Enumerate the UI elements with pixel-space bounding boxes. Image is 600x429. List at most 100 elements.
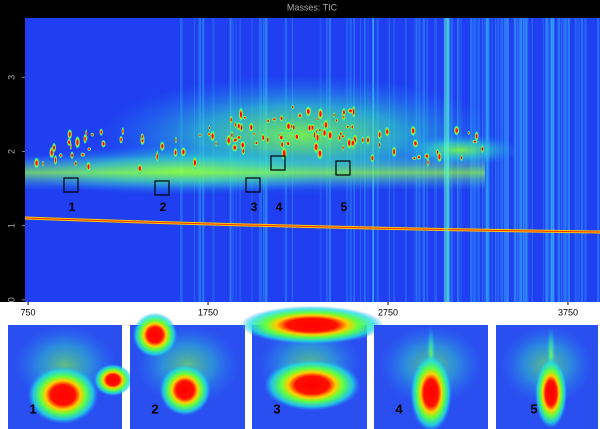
- peak: [236, 120, 242, 132]
- peak: [119, 135, 124, 144]
- peak: [99, 128, 104, 137]
- peak: [361, 135, 365, 145]
- peak: [214, 140, 218, 148]
- streak: [564, 18, 568, 302]
- annotation-box: [270, 155, 286, 171]
- streak: [581, 18, 582, 302]
- streak: [525, 18, 529, 302]
- inset-peak: [132, 312, 178, 358]
- peak: [370, 153, 375, 164]
- x-tick-label: 2750: [378, 307, 398, 317]
- peak: [248, 121, 254, 134]
- peak: [411, 156, 417, 161]
- annotation-box: [154, 180, 170, 196]
- inset: 5: [496, 325, 598, 429]
- peak: [278, 133, 285, 142]
- streak: [581, 18, 583, 302]
- peak: [235, 134, 243, 141]
- peak: [453, 125, 460, 136]
- peak: [307, 122, 313, 134]
- y-tick-label: 1: [6, 223, 16, 228]
- streak: [552, 18, 555, 302]
- x-tick-label: 750: [21, 307, 36, 317]
- peak: [378, 140, 381, 150]
- chart-title: Masses: TIC: [287, 2, 338, 12]
- streak: [517, 18, 519, 302]
- inset-peak: [159, 364, 211, 416]
- peak: [480, 144, 484, 154]
- annotation-label: 1: [69, 200, 76, 214]
- peak: [210, 129, 216, 143]
- streak: [567, 18, 570, 302]
- peak: [80, 152, 86, 158]
- inset: 4: [374, 325, 488, 429]
- annotation-label: 5: [341, 200, 348, 214]
- peak: [350, 123, 355, 131]
- peak: [345, 124, 351, 130]
- annotation-label: 3: [251, 200, 258, 214]
- inset-label: 3: [273, 401, 280, 416]
- peak: [159, 140, 165, 152]
- peak: [241, 146, 246, 156]
- peak: [86, 161, 91, 173]
- peak: [377, 128, 382, 141]
- streak: [545, 18, 548, 302]
- peak: [90, 132, 95, 137]
- streak: [517, 18, 519, 302]
- inset-label: 2: [151, 401, 158, 416]
- title-bar: [0, 0, 600, 18]
- peak: [294, 131, 300, 142]
- streak: [523, 18, 525, 302]
- peak: [225, 133, 232, 147]
- peak: [260, 132, 266, 143]
- peak: [423, 152, 430, 160]
- peak: [341, 107, 347, 118]
- peak: [321, 126, 328, 140]
- peak: [238, 106, 244, 122]
- peak: [140, 132, 144, 141]
- peak: [230, 130, 234, 141]
- peak: [67, 128, 73, 140]
- peak: [474, 130, 479, 142]
- peak: [192, 156, 198, 170]
- streak: [519, 18, 523, 302]
- peak: [365, 134, 371, 146]
- peak: [33, 157, 40, 169]
- inset-peak: [535, 357, 567, 429]
- inset-peak: [240, 305, 384, 345]
- peak: [312, 139, 320, 155]
- streak: [574, 18, 577, 302]
- peak: [304, 105, 312, 118]
- inset-peak: [410, 354, 452, 429]
- streak: [546, 18, 549, 302]
- peak: [234, 120, 237, 129]
- annotation-label: 4: [276, 200, 283, 214]
- peak: [74, 135, 81, 149]
- peak: [279, 114, 284, 123]
- streak: [550, 18, 553, 302]
- peak: [335, 117, 339, 124]
- streak: [522, 18, 525, 302]
- baseline-ridge: [25, 217, 600, 233]
- streak: [597, 18, 599, 302]
- peak: [155, 149, 159, 164]
- streak: [550, 18, 554, 302]
- peak: [337, 132, 342, 143]
- inset-label: 4: [395, 401, 403, 416]
- peak: [332, 112, 336, 118]
- streak: [548, 18, 550, 302]
- y-axis-strip: [0, 0, 25, 302]
- streak: [567, 18, 570, 302]
- peak: [410, 125, 416, 137]
- streak: [557, 18, 561, 302]
- peak: [391, 145, 397, 158]
- peak: [416, 154, 422, 161]
- peak: [69, 142, 73, 150]
- peak: [87, 147, 92, 152]
- inset: 3: [240, 305, 384, 429]
- peak: [229, 115, 233, 125]
- peak: [51, 142, 57, 153]
- inset-label: 5: [530, 401, 537, 416]
- peak: [412, 138, 419, 149]
